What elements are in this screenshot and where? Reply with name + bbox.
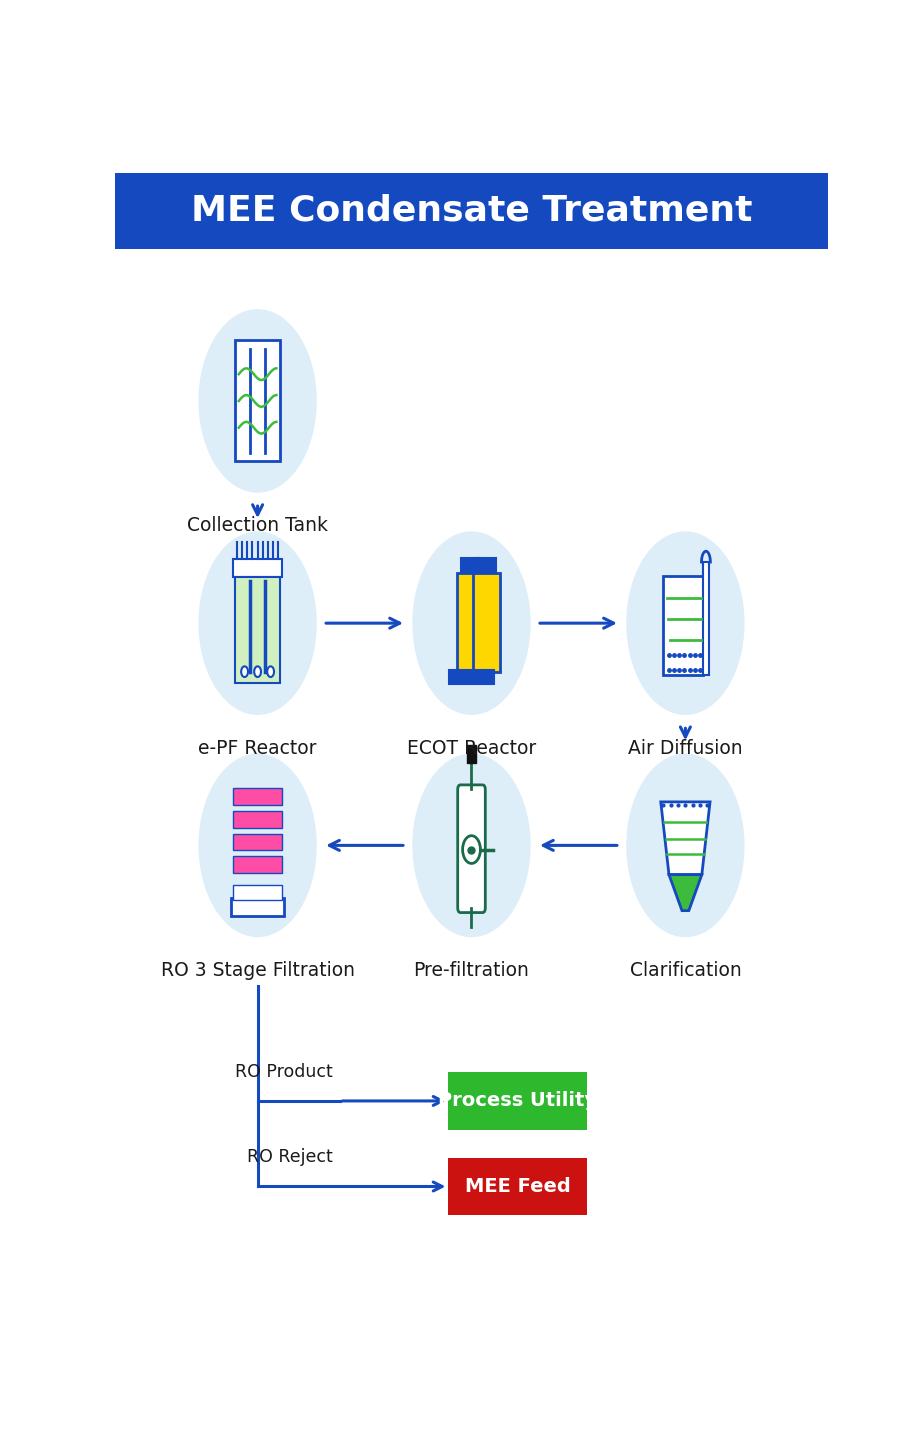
Text: Clarification: Clarification bbox=[629, 961, 741, 980]
Circle shape bbox=[267, 667, 274, 677]
Text: MEE Condensate Treatment: MEE Condensate Treatment bbox=[190, 193, 752, 228]
Circle shape bbox=[199, 532, 316, 714]
Circle shape bbox=[241, 667, 248, 677]
Polygon shape bbox=[660, 802, 709, 874]
Text: e-PF Reactor: e-PF Reactor bbox=[199, 739, 316, 758]
FancyBboxPatch shape bbox=[448, 670, 494, 684]
FancyBboxPatch shape bbox=[477, 558, 495, 573]
FancyBboxPatch shape bbox=[702, 563, 708, 675]
FancyBboxPatch shape bbox=[233, 834, 282, 850]
Circle shape bbox=[413, 532, 529, 714]
FancyBboxPatch shape bbox=[233, 856, 282, 873]
Polygon shape bbox=[668, 874, 701, 911]
FancyBboxPatch shape bbox=[466, 745, 476, 763]
Circle shape bbox=[199, 310, 316, 492]
Circle shape bbox=[199, 755, 316, 937]
Text: Air Diffusion: Air Diffusion bbox=[628, 739, 742, 758]
Circle shape bbox=[254, 667, 261, 677]
Circle shape bbox=[462, 835, 480, 863]
FancyBboxPatch shape bbox=[448, 1072, 586, 1130]
Text: RO 3 Stage Filtration: RO 3 Stage Filtration bbox=[161, 961, 354, 980]
Text: RO Reject: RO Reject bbox=[246, 1149, 332, 1166]
FancyBboxPatch shape bbox=[233, 885, 282, 900]
FancyBboxPatch shape bbox=[457, 785, 485, 912]
FancyBboxPatch shape bbox=[235, 341, 279, 462]
FancyBboxPatch shape bbox=[233, 811, 282, 828]
FancyBboxPatch shape bbox=[233, 788, 282, 805]
FancyBboxPatch shape bbox=[448, 1157, 586, 1215]
Text: Pre-filtration: Pre-filtration bbox=[414, 961, 528, 980]
FancyBboxPatch shape bbox=[663, 576, 702, 675]
Text: MEE Feed: MEE Feed bbox=[464, 1177, 570, 1196]
FancyBboxPatch shape bbox=[460, 558, 480, 573]
Text: Collection Tank: Collection Tank bbox=[187, 517, 328, 535]
FancyBboxPatch shape bbox=[115, 173, 827, 248]
FancyBboxPatch shape bbox=[472, 573, 499, 671]
Text: Process Utility: Process Utility bbox=[437, 1091, 596, 1111]
FancyBboxPatch shape bbox=[231, 898, 284, 916]
Circle shape bbox=[626, 755, 743, 937]
FancyBboxPatch shape bbox=[235, 577, 279, 684]
Circle shape bbox=[626, 532, 743, 714]
Text: RO Product: RO Product bbox=[234, 1063, 332, 1081]
Text: ECOT Reactor: ECOT Reactor bbox=[406, 739, 536, 758]
Circle shape bbox=[413, 755, 529, 937]
FancyBboxPatch shape bbox=[233, 558, 282, 577]
FancyBboxPatch shape bbox=[457, 573, 483, 671]
